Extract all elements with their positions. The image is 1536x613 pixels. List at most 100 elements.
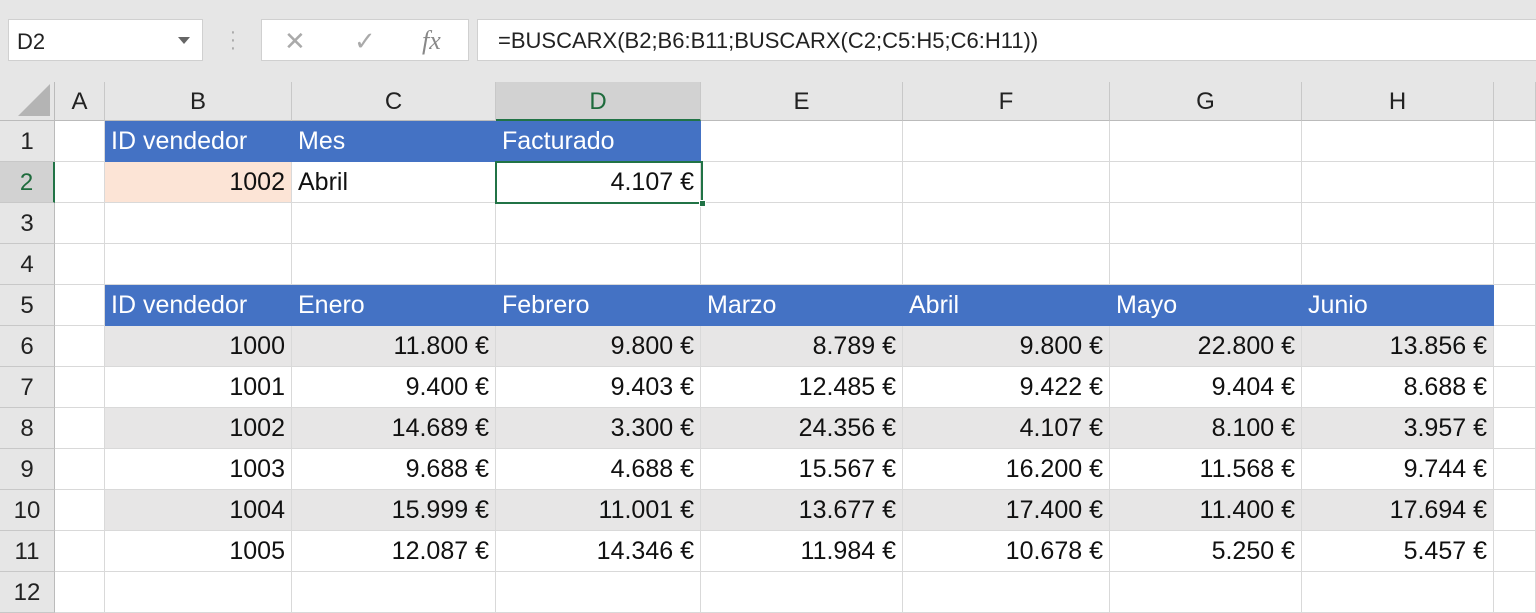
- row-header-5[interactable]: 5: [0, 285, 55, 326]
- cell[interactable]: [55, 121, 105, 162]
- cell[interactable]: [1494, 162, 1536, 203]
- lookup-result[interactable]: 4.107 €: [496, 162, 701, 203]
- cell[interactable]: [1302, 244, 1494, 285]
- table-cell[interactable]: 8.688 €: [1302, 367, 1494, 408]
- table-cell[interactable]: 9.403 €: [496, 367, 701, 408]
- column-header-b[interactable]: B: [105, 82, 292, 121]
- table-cell[interactable]: 4.107 €: [903, 408, 1110, 449]
- cell[interactable]: [1494, 121, 1536, 162]
- table-cell[interactable]: 17.400 €: [903, 490, 1110, 531]
- table-cell[interactable]: 1005: [105, 531, 292, 572]
- table-cell[interactable]: 9.744 €: [1302, 449, 1494, 490]
- column-header-a[interactable]: A: [55, 82, 105, 121]
- row-header-1[interactable]: 1: [0, 121, 55, 162]
- table-cell[interactable]: 8.100 €: [1110, 408, 1302, 449]
- cell[interactable]: [701, 244, 903, 285]
- cell[interactable]: [55, 408, 105, 449]
- lookup-header[interactable]: Facturado: [496, 121, 701, 162]
- cell[interactable]: [903, 572, 1110, 613]
- lookup-header[interactable]: ID vendedor: [105, 121, 292, 162]
- cell[interactable]: [1494, 490, 1536, 531]
- table-cell[interactable]: 11.984 €: [701, 531, 903, 572]
- table-cell[interactable]: 13.856 €: [1302, 326, 1494, 367]
- table-cell[interactable]: 10.678 €: [903, 531, 1110, 572]
- row-header-7[interactable]: 7: [0, 367, 55, 408]
- table-cell[interactable]: 14.346 €: [496, 531, 701, 572]
- chevron-down-icon[interactable]: [178, 37, 190, 44]
- cell[interactable]: [55, 367, 105, 408]
- cell[interactable]: [1110, 244, 1302, 285]
- cell[interactable]: [105, 244, 292, 285]
- cell[interactable]: [55, 162, 105, 203]
- table-cell[interactable]: 9.800 €: [496, 326, 701, 367]
- cell[interactable]: [105, 203, 292, 244]
- table-header[interactable]: Febrero: [496, 285, 701, 326]
- table-cell[interactable]: 15.999 €: [292, 490, 496, 531]
- table-cell[interactable]: 9.688 €: [292, 449, 496, 490]
- table-header[interactable]: ID vendedor: [105, 285, 292, 326]
- cell[interactable]: [1494, 326, 1536, 367]
- row-header-3[interactable]: 3: [0, 203, 55, 244]
- cell[interactable]: [1110, 203, 1302, 244]
- lookup-month-input[interactable]: Abril: [292, 162, 496, 203]
- table-cell[interactable]: 5.457 €: [1302, 531, 1494, 572]
- table-header[interactable]: Enero: [292, 285, 496, 326]
- table-cell[interactable]: 1000: [105, 326, 292, 367]
- table-cell[interactable]: 11.800 €: [292, 326, 496, 367]
- insert-function-icon[interactable]: fx: [422, 26, 441, 55]
- cell[interactable]: [55, 490, 105, 531]
- table-cell[interactable]: 22.800 €: [1110, 326, 1302, 367]
- table-cell[interactable]: 1004: [105, 490, 292, 531]
- cell[interactable]: [292, 203, 496, 244]
- row-header-8[interactable]: 8: [0, 408, 55, 449]
- table-cell[interactable]: 12.087 €: [292, 531, 496, 572]
- cell[interactable]: [701, 162, 903, 203]
- lookup-header[interactable]: Mes: [292, 121, 496, 162]
- table-cell[interactable]: 9.422 €: [903, 367, 1110, 408]
- table-cell[interactable]: 3.300 €: [496, 408, 701, 449]
- table-cell[interactable]: 5.250 €: [1110, 531, 1302, 572]
- row-header-6[interactable]: 6: [0, 326, 55, 367]
- table-header[interactable]: Mayo: [1110, 285, 1302, 326]
- select-all-button[interactable]: [0, 82, 55, 121]
- column-header-d[interactable]: D: [496, 82, 701, 121]
- table-cell[interactable]: 8.789 €: [701, 326, 903, 367]
- cell[interactable]: [496, 572, 701, 613]
- row-header-11[interactable]: 11: [0, 531, 55, 572]
- table-cell[interactable]: 4.688 €: [496, 449, 701, 490]
- row-header-4[interactable]: 4: [0, 244, 55, 285]
- cell[interactable]: [701, 572, 903, 613]
- cell[interactable]: [1302, 162, 1494, 203]
- cell[interactable]: [903, 203, 1110, 244]
- cell[interactable]: [1110, 572, 1302, 613]
- cell[interactable]: [55, 449, 105, 490]
- name-box[interactable]: D2: [8, 19, 203, 61]
- row-header-10[interactable]: 10: [0, 490, 55, 531]
- cell[interactable]: [701, 203, 903, 244]
- table-cell[interactable]: 9.800 €: [903, 326, 1110, 367]
- table-cell[interactable]: 1002: [105, 408, 292, 449]
- cell[interactable]: [292, 244, 496, 285]
- table-header[interactable]: Marzo: [701, 285, 903, 326]
- cell[interactable]: [1110, 121, 1302, 162]
- cell[interactable]: [1494, 572, 1536, 613]
- table-cell[interactable]: 13.677 €: [701, 490, 903, 531]
- cell[interactable]: [496, 244, 701, 285]
- cell[interactable]: [1494, 408, 1536, 449]
- table-cell[interactable]: 11.001 €: [496, 490, 701, 531]
- column-header-h[interactable]: H: [1302, 82, 1494, 121]
- cell[interactable]: [903, 121, 1110, 162]
- column-header-e[interactable]: E: [701, 82, 903, 121]
- cell[interactable]: [292, 572, 496, 613]
- table-cell[interactable]: 9.400 €: [292, 367, 496, 408]
- cell[interactable]: [1494, 285, 1536, 326]
- table-cell[interactable]: 1003: [105, 449, 292, 490]
- formula-input[interactable]: =BUSCARX(B2;B6:B11;BUSCARX(C2;C5:H5;C6:H…: [477, 19, 1536, 61]
- column-header-c[interactable]: C: [292, 82, 496, 121]
- cell[interactable]: [496, 203, 701, 244]
- table-cell[interactable]: 9.404 €: [1110, 367, 1302, 408]
- table-cell[interactable]: 1001: [105, 367, 292, 408]
- table-cell[interactable]: 17.694 €: [1302, 490, 1494, 531]
- cell[interactable]: [55, 203, 105, 244]
- cell[interactable]: [1494, 244, 1536, 285]
